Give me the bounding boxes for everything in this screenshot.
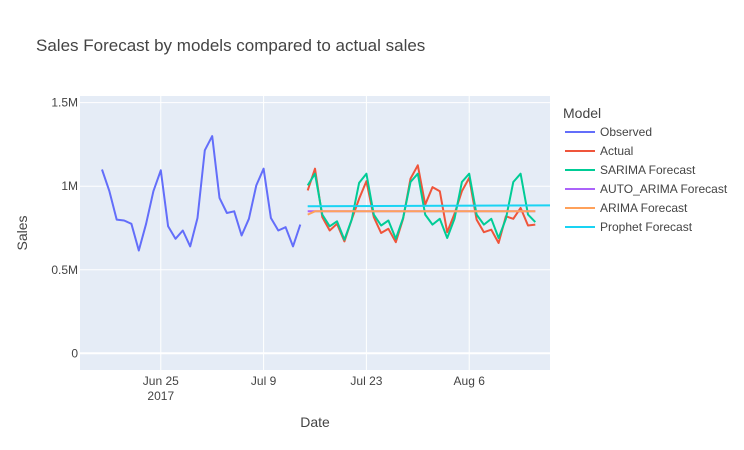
series-line-arima-forecast [307,210,536,216]
y-tick-label: 0.5M [51,263,78,277]
x-axis-title: Date [300,414,330,430]
y-tick-label: 1M [61,179,78,193]
gridlines [80,96,550,370]
y-axis-title: Sales [14,215,30,250]
series-line-prophet-forecast [307,204,551,208]
x-tick-label: Jul 23 [350,374,382,388]
legend-label: Observed [600,125,652,139]
legend-label: ARIMA Forecast [600,201,688,215]
series-line-sarima-forecast [306,172,537,241]
legend-label: AUTO_ARIMA Forecast [600,182,728,196]
chart-title: Sales Forecast by models compared to act… [36,36,425,55]
legend-item-arima-forecast[interactable]: ARIMA Forecast [565,201,688,215]
legend-item-observed[interactable]: Observed [565,125,652,139]
x-tick-label: Aug 6 [454,374,486,388]
x-tick-year-label: 2017 [147,389,174,403]
y-tick-label: 1.5M [51,96,78,110]
y-axis-ticks: 0 0.5M 1M 1.5M [51,96,78,361]
legend-item-sarima-forecast[interactable]: SARIMA Forecast [565,163,696,177]
series-lines [101,135,551,252]
legend-title: Model [563,105,601,121]
x-tick-label: Jul 9 [251,374,277,388]
legend-item-prophet-forecast[interactable]: Prophet Forecast [565,220,693,234]
plot-area [80,96,550,370]
legend-label: SARIMA Forecast [600,163,696,177]
series-line-observed [101,135,302,252]
y-tick-label: 0 [71,346,78,360]
legend-label: Prophet Forecast [600,220,693,234]
legend-label: Actual [600,144,633,158]
legend[interactable]: Observed Actual SARIMA Forecast AUTO_ARIMA … [565,125,728,234]
legend-item-actual[interactable]: Actual [565,144,633,158]
legend-item-auto-arima-forecast[interactable]: AUTO_ARIMA Forecast [565,182,728,196]
x-tick-label: Jun 25 [143,374,179,388]
